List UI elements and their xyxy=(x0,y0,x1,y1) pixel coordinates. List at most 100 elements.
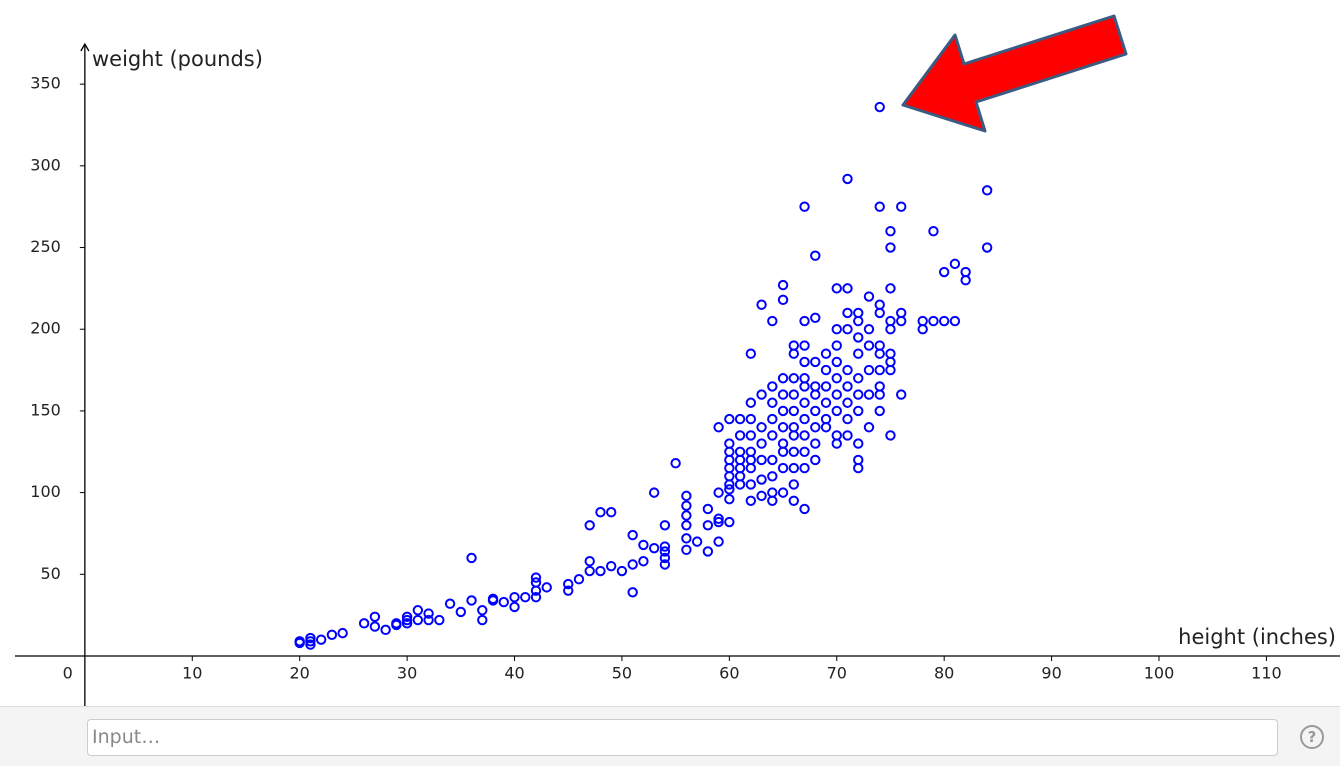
point xyxy=(885,242,896,253)
point xyxy=(627,529,638,541)
point xyxy=(831,283,842,294)
point xyxy=(756,474,767,485)
point xyxy=(767,381,778,392)
point xyxy=(874,364,885,376)
point xyxy=(326,629,338,640)
x-tick-label: 90 xyxy=(1041,664,1061,683)
point xyxy=(734,446,746,457)
y-axis-arrow xyxy=(80,42,90,52)
point xyxy=(788,446,799,457)
point xyxy=(885,356,896,368)
point xyxy=(541,582,552,593)
point xyxy=(842,430,853,441)
point xyxy=(820,413,832,425)
point xyxy=(767,430,778,441)
point xyxy=(810,422,821,433)
point xyxy=(745,413,757,425)
point xyxy=(810,438,821,449)
point xyxy=(670,458,681,469)
point xyxy=(734,454,746,466)
point xyxy=(767,315,778,327)
point xyxy=(767,471,778,482)
point xyxy=(466,595,477,606)
x-tick-label: 100 xyxy=(1144,664,1175,683)
point xyxy=(444,598,456,609)
point xyxy=(874,348,885,359)
point xyxy=(520,591,531,603)
point xyxy=(401,618,413,629)
point xyxy=(702,520,714,531)
point xyxy=(691,536,703,547)
point xyxy=(294,636,305,647)
input-bar: Input… ? xyxy=(0,706,1340,766)
point xyxy=(810,454,821,466)
point xyxy=(777,389,789,400)
point xyxy=(820,397,832,408)
y-tick-label: 50 xyxy=(40,564,60,583)
point xyxy=(616,565,628,577)
point xyxy=(853,332,864,343)
point xyxy=(863,364,875,376)
point xyxy=(734,471,746,482)
point xyxy=(853,373,864,384)
point xyxy=(896,389,907,400)
point xyxy=(842,307,853,319)
point xyxy=(358,618,370,629)
y-tick-label: 350 xyxy=(30,74,61,93)
y-tick-label: 200 xyxy=(30,319,61,338)
point xyxy=(853,454,864,466)
point xyxy=(885,225,896,237)
point xyxy=(681,520,692,531)
point xyxy=(810,356,821,368)
point xyxy=(799,430,810,441)
point xyxy=(659,520,671,531)
point xyxy=(949,258,961,270)
point xyxy=(777,487,789,498)
point xyxy=(831,373,842,384)
point xyxy=(595,565,606,577)
point xyxy=(681,544,692,556)
point xyxy=(734,413,746,425)
point xyxy=(788,348,799,359)
help-button[interactable]: ? xyxy=(1300,725,1324,749)
point xyxy=(917,315,928,327)
point xyxy=(315,634,327,645)
point xyxy=(745,446,757,457)
point xyxy=(853,389,864,400)
point xyxy=(874,381,885,392)
point xyxy=(981,185,993,196)
chart: weight (pounds) height (inches) 0 10 20 30 4… xyxy=(15,14,1340,706)
point xyxy=(799,381,810,392)
point xyxy=(734,462,746,474)
point xyxy=(681,510,692,521)
point xyxy=(659,552,671,564)
point xyxy=(928,225,939,237)
point xyxy=(960,266,971,278)
point xyxy=(885,315,896,327)
point xyxy=(874,389,885,400)
point xyxy=(799,201,810,212)
point xyxy=(530,577,542,588)
x-tick-label: 60 xyxy=(719,664,739,683)
point xyxy=(799,446,810,457)
point xyxy=(863,291,875,302)
point xyxy=(745,454,757,466)
point xyxy=(853,462,864,474)
point xyxy=(853,348,864,359)
point xyxy=(917,324,928,335)
point xyxy=(777,422,789,433)
point xyxy=(810,389,821,400)
point xyxy=(799,373,810,384)
point xyxy=(713,422,724,433)
point xyxy=(788,422,799,433)
point xyxy=(477,605,488,616)
point xyxy=(767,454,778,466)
point xyxy=(885,348,896,359)
point xyxy=(767,487,778,498)
point xyxy=(713,513,724,524)
point xyxy=(788,340,799,351)
y-tick-label: 250 xyxy=(30,237,61,256)
point xyxy=(810,405,821,417)
input-field[interactable]: Input… xyxy=(87,719,1278,756)
